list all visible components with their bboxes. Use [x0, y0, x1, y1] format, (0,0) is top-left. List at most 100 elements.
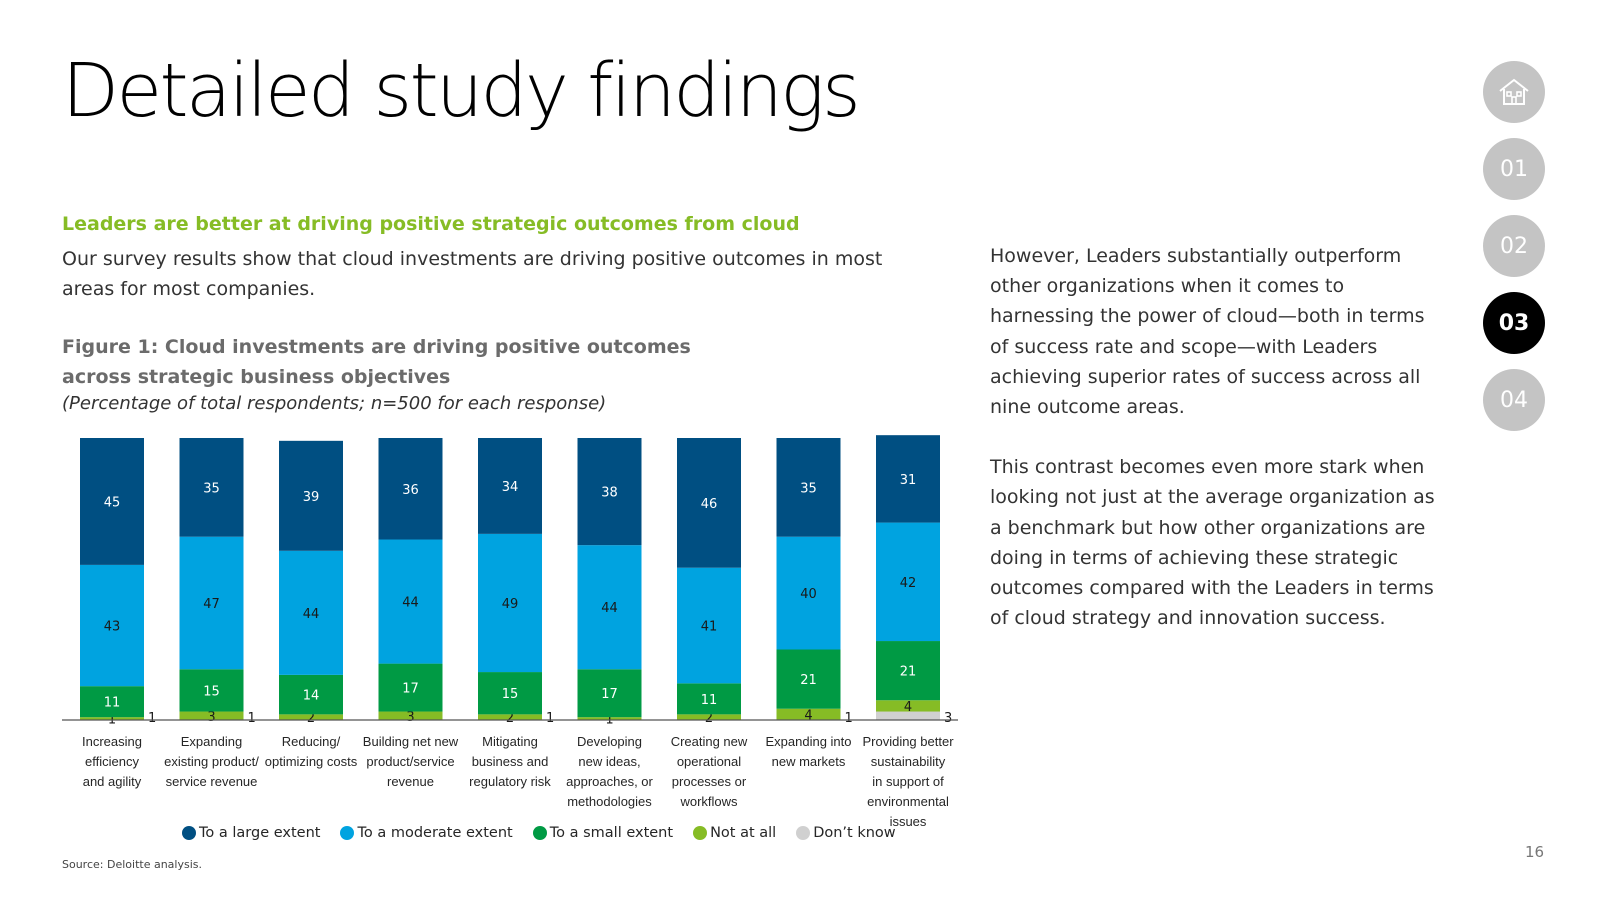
nav-section-01[interactable]: 01	[1483, 138, 1545, 200]
x-tick-label: existing product/	[164, 754, 259, 769]
bar-segment-moderate	[577, 545, 642, 670]
data-label: 43	[104, 620, 121, 635]
page-number: 16	[1525, 843, 1545, 861]
bar-segment-small	[677, 683, 741, 715]
bar-segment-moderate	[876, 522, 940, 642]
data-label: 4	[904, 700, 912, 715]
x-tick-label: Mitigating	[482, 734, 538, 749]
data-label: 35	[203, 481, 220, 496]
side-data-label: 1	[148, 711, 156, 726]
bar-segment-not_at_all	[478, 714, 542, 720]
bar-segment-large	[776, 438, 841, 537]
data-label: 40	[800, 587, 817, 602]
bar-segment-not_at_all	[179, 711, 244, 720]
bar-segment-not_at_all	[677, 714, 741, 720]
x-tick-label: operational	[677, 754, 741, 769]
data-label: 17	[402, 682, 419, 697]
bar-segment-large	[378, 438, 443, 540]
x-tick-label: new ideas,	[578, 754, 640, 769]
legend-item-not-at-all: Not at all	[693, 825, 776, 841]
x-tick-label: product/service	[366, 754, 454, 769]
bar-segment-moderate	[378, 539, 443, 664]
legend-swatch-small	[532, 826, 547, 840]
home-icon	[1499, 78, 1529, 105]
legend-label: Don’t know	[813, 825, 896, 841]
right-paragraph-1: However, Leaders substantially outperfor…	[990, 245, 1425, 419]
nav-section-04[interactable]: 04	[1483, 369, 1545, 431]
bar-segment-moderate	[179, 536, 244, 670]
bar-segment-not_at_all	[378, 711, 443, 720]
x-tick-label: Expanding	[181, 734, 242, 749]
bar-segment-small	[279, 674, 343, 715]
bar-segment-small	[876, 641, 940, 701]
data-label: 14	[303, 689, 320, 704]
x-tick-label: service revenue	[166, 774, 258, 789]
bar-segment-not_at_all	[577, 717, 642, 720]
x-tick-label: Developing	[577, 734, 642, 749]
bar-segment-small	[80, 686, 144, 718]
bar-segment-small	[776, 649, 841, 709]
data-label: 38	[601, 486, 618, 501]
data-label: 15	[203, 684, 220, 699]
data-label: 11	[701, 693, 718, 708]
data-label: 17	[601, 687, 618, 702]
bar-segment-large	[80, 438, 144, 565]
bar-segment-large	[677, 438, 741, 568]
legend-label: To a large extent	[199, 825, 321, 841]
x-tick-label: issues	[890, 814, 927, 829]
data-label: 2	[506, 711, 514, 726]
bar-segment-small	[577, 669, 642, 718]
data-label: 44	[402, 596, 419, 611]
x-tick-label: Reducing/	[282, 734, 341, 749]
data-label: 21	[800, 673, 817, 688]
side-data-label: 3	[944, 711, 952, 726]
legend-item-small: To a small extent	[532, 825, 673, 841]
legend-swatch-moderate	[340, 826, 355, 840]
figure-subtitle: (Percentage of total respondents; n=500 …	[62, 393, 607, 414]
x-tick-label: processes or	[672, 774, 747, 789]
data-label: 11	[104, 696, 121, 711]
legend-item-dont-know: Don’t know	[796, 825, 896, 841]
data-label: 46	[701, 497, 718, 512]
x-tick-label: Building net new	[363, 734, 459, 749]
legend-item-large: To a large extent	[182, 825, 320, 841]
x-tick-label: Expanding into	[765, 734, 851, 749]
legend-label: Not at all	[710, 825, 777, 841]
x-tick-label: and agility	[83, 774, 142, 789]
bar-segment-not_at_all	[876, 700, 940, 712]
legend-item-moderate: To a moderate extent	[340, 825, 513, 841]
x-tick-label: revenue	[387, 774, 434, 789]
nav-section-03[interactable]: 03	[1483, 292, 1545, 354]
nav-section-02[interactable]: 02	[1483, 215, 1545, 277]
side-data-label: 1	[546, 711, 554, 726]
side-data-label: 1	[845, 711, 853, 726]
x-tick-label: Creating new	[671, 734, 748, 749]
data-label: 42	[900, 576, 917, 591]
x-tick-label: methodologies	[567, 794, 652, 809]
nav-home-button[interactable]	[1483, 61, 1545, 123]
bar-segment-moderate	[478, 533, 542, 673]
bar-segment-not_at_all	[776, 708, 841, 720]
bar-segment-large	[478, 438, 542, 534]
bar-segment-large	[577, 438, 642, 546]
bar-segment-large	[179, 438, 244, 537]
right-paragraph-2: This contrast becomes even more stark wh…	[990, 456, 1435, 630]
chart-legend: To a large extent To a moderate extent T…	[182, 825, 896, 841]
x-tick-label: workflows	[679, 794, 738, 809]
bar-segment-small	[179, 669, 244, 712]
bar-segment-large	[279, 440, 343, 551]
data-label: 49	[502, 597, 519, 612]
data-label: 47	[203, 597, 220, 612]
x-tick-label: Providing better	[862, 734, 954, 749]
data-label: 39	[303, 490, 320, 505]
data-label: 3	[406, 710, 414, 725]
legend-swatch-large	[182, 826, 196, 840]
bar-segment-not_at_all	[279, 714, 343, 720]
data-label: 44	[303, 607, 320, 622]
legend-swatch-not-at-all	[693, 826, 708, 840]
x-tick-label: optimizing costs	[265, 754, 358, 769]
data-label: 15	[502, 687, 519, 702]
side-data-label: 1	[248, 711, 256, 726]
data-label: 36	[402, 483, 419, 498]
